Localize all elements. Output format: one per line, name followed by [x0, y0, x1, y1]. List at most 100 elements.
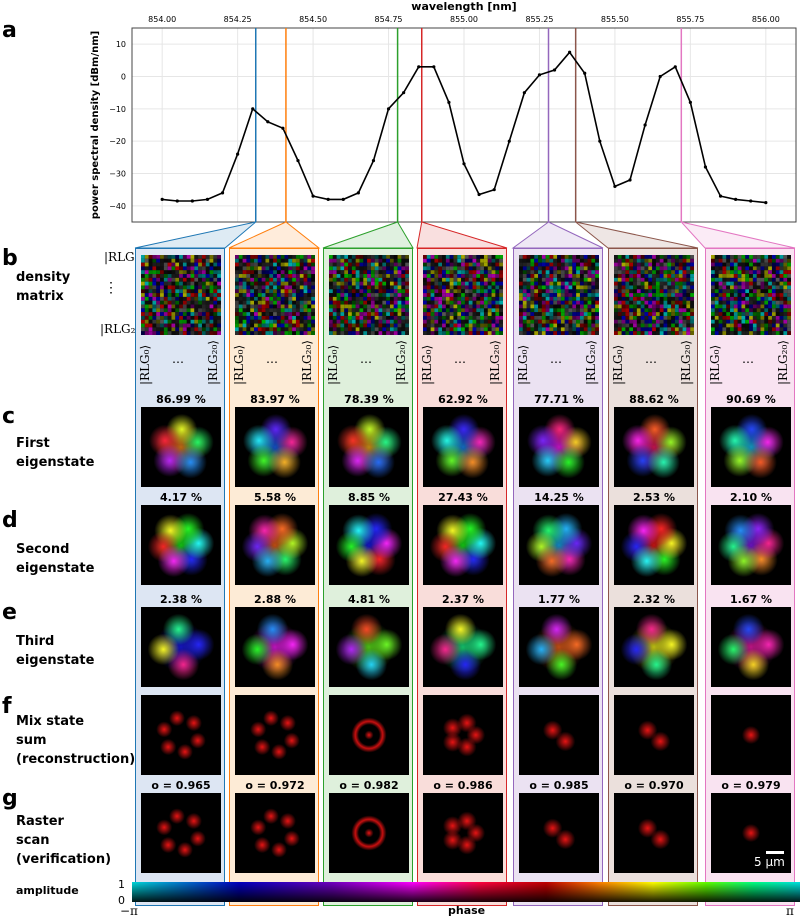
third-eigenstate-weight: 2.37 % — [442, 593, 484, 606]
first-eigenstate-weight: 86.99 % — [156, 393, 206, 406]
y-tick-label: −40 — [109, 202, 126, 211]
panel-label-e: e — [2, 600, 17, 625]
marker-fan — [679, 221, 796, 249]
panel-label-d: d — [2, 508, 18, 533]
data-point — [160, 197, 164, 201]
overlap-value: o = 0.965 — [151, 779, 211, 792]
ket-hdots: ⋯ — [266, 355, 278, 369]
raster-scan-image — [519, 793, 599, 873]
second-eigenstate-weight: 8.85 % — [348, 491, 390, 504]
data-point — [190, 199, 194, 203]
ket-label-rlg20: |RLG₂₀⟩ — [679, 340, 693, 385]
data-point — [734, 197, 738, 201]
ket-hdots: ⋯ — [645, 355, 657, 369]
marker-fan — [416, 221, 508, 249]
data-point — [688, 100, 692, 104]
state-column: |RLG₀⟩ ⋯ |RLG₂₀⟩ 90.69 % 2.10 % 1.67 % o = 0.9… — [705, 248, 795, 906]
data-point — [356, 191, 360, 195]
row-label-line: density — [16, 270, 71, 285]
first-eigenstate-weight: 78.39 % — [344, 393, 394, 406]
x-tick-label: 856.00 — [752, 15, 780, 24]
reconstruction-image — [141, 695, 221, 775]
scalebar-label: 5 μm — [754, 855, 785, 869]
third-eigenstate-weight: 2.38 % — [160, 593, 202, 606]
data-point — [417, 65, 421, 69]
ket-label-rlg20: |RLG₂₀⟩ — [206, 340, 220, 385]
reconstruction-image — [235, 695, 315, 775]
state-column: |RLG₀⟩ ⋯ |RLG₂₀⟩ 86.99 % 4.17 % 2.38 % o = 0.9… — [135, 248, 225, 906]
first-eigenstate-image — [423, 407, 503, 487]
third-eigenstate-image — [519, 607, 599, 687]
third-eigenstate-weight: 2.32 % — [633, 593, 675, 606]
row-label-line: eigenstate — [16, 653, 95, 668]
density-matrix-image — [423, 255, 503, 335]
x-tick-label: 855.50 — [601, 15, 629, 24]
data-point — [251, 107, 255, 111]
y-tick-label: 10 — [116, 40, 126, 49]
row-label-line: eigenstate — [16, 455, 95, 470]
x-tick-label: 854.00 — [148, 15, 176, 24]
reconstruction-image — [614, 695, 694, 775]
data-point — [522, 91, 526, 95]
third-eigenstate-image — [614, 607, 694, 687]
y-tick-label: 0 — [121, 73, 126, 82]
data-point — [326, 197, 330, 201]
third-eigenstate-weight: 4.81 % — [348, 593, 390, 606]
x-axis-label: wavelength [nm] — [411, 0, 516, 13]
ket-hdots: ⋯ — [360, 355, 372, 369]
ket-label-rlg0: |RLG₀⟩ — [420, 344, 434, 385]
data-point — [341, 197, 345, 201]
second-eigenstate-image — [235, 505, 315, 585]
x-tick-label: 854.25 — [224, 15, 252, 24]
row-label-line: Raster — [16, 814, 64, 829]
ket-label-rlg0: |RLG₀⟩ — [138, 344, 152, 385]
ket-hdots: ⋯ — [454, 355, 466, 369]
raster-scan-image — [614, 793, 694, 873]
first-eigenstate-weight: 83.97 % — [250, 393, 300, 406]
row-label-line: scan — [16, 833, 50, 848]
second-eigenstate-image — [423, 505, 503, 585]
panel-label-c: c — [2, 404, 16, 429]
ket-label-rlg20: |RLG₂₀⟩ — [776, 340, 790, 385]
reconstruction-image — [519, 695, 599, 775]
y-tick-label: −30 — [109, 170, 126, 179]
ket-label-rlg20: |RLG₂₀⟩ — [394, 340, 408, 385]
marker-fan — [322, 221, 414, 249]
colorbar-amp-bottom: 0 — [118, 894, 125, 907]
density-matrix-image — [329, 255, 409, 335]
panel-label-f: f — [2, 694, 12, 719]
row-label-density-matrix: density matrix — [16, 268, 70, 306]
y-tick-label: −20 — [109, 137, 126, 146]
data-point — [552, 68, 557, 72]
colorbar-left-tick: −π — [120, 904, 138, 918]
ket-label-rlg20: |RLG₂₀⟩ — [488, 340, 502, 385]
data-point — [613, 184, 617, 189]
data-point — [447, 100, 451, 104]
data-point — [220, 191, 225, 195]
ket-label-rlg20: |RLG₂₀⟩ — [300, 340, 314, 385]
ket-hdots: ⋯ — [550, 355, 562, 369]
data-point — [749, 199, 753, 203]
overlap-value: o = 0.979 — [721, 779, 781, 792]
y-tick-label: −10 — [109, 105, 126, 114]
ket-label-rlg0: |RLG₀⟩ — [708, 344, 722, 385]
first-eigenstate-weight: 77.71 % — [534, 393, 584, 406]
ket-label-rlg0: |RLG₀⟩ — [104, 250, 145, 264]
data-point — [296, 158, 300, 163]
colorbar-amplitude-label: amplitude — [16, 884, 79, 897]
first-eigenstate-weight: 88.62 % — [629, 393, 679, 406]
panel-label-b: b — [2, 246, 18, 271]
row-label-first-eigenstate: First eigenstate — [16, 434, 94, 472]
data-point — [371, 158, 376, 163]
plot-frame — [131, 27, 797, 223]
data-point — [583, 71, 587, 75]
second-eigenstate-image — [519, 505, 599, 585]
row-label-line: First — [16, 436, 50, 451]
row-label-raster-scan: Raster scan (verification) — [16, 812, 111, 869]
second-eigenstate-weight: 2.53 % — [633, 491, 675, 504]
x-tick-label: 855.75 — [676, 15, 704, 24]
state-column: |RLG₀⟩ ⋯ |RLG₂₀⟩ 83.97 % 5.58 % 2.88 % o = 0.9… — [229, 248, 319, 906]
third-eigenstate-weight: 2.88 % — [254, 593, 296, 606]
ket-label-rlg0: |RLG₀⟩ — [611, 344, 625, 385]
data-point — [311, 194, 315, 198]
